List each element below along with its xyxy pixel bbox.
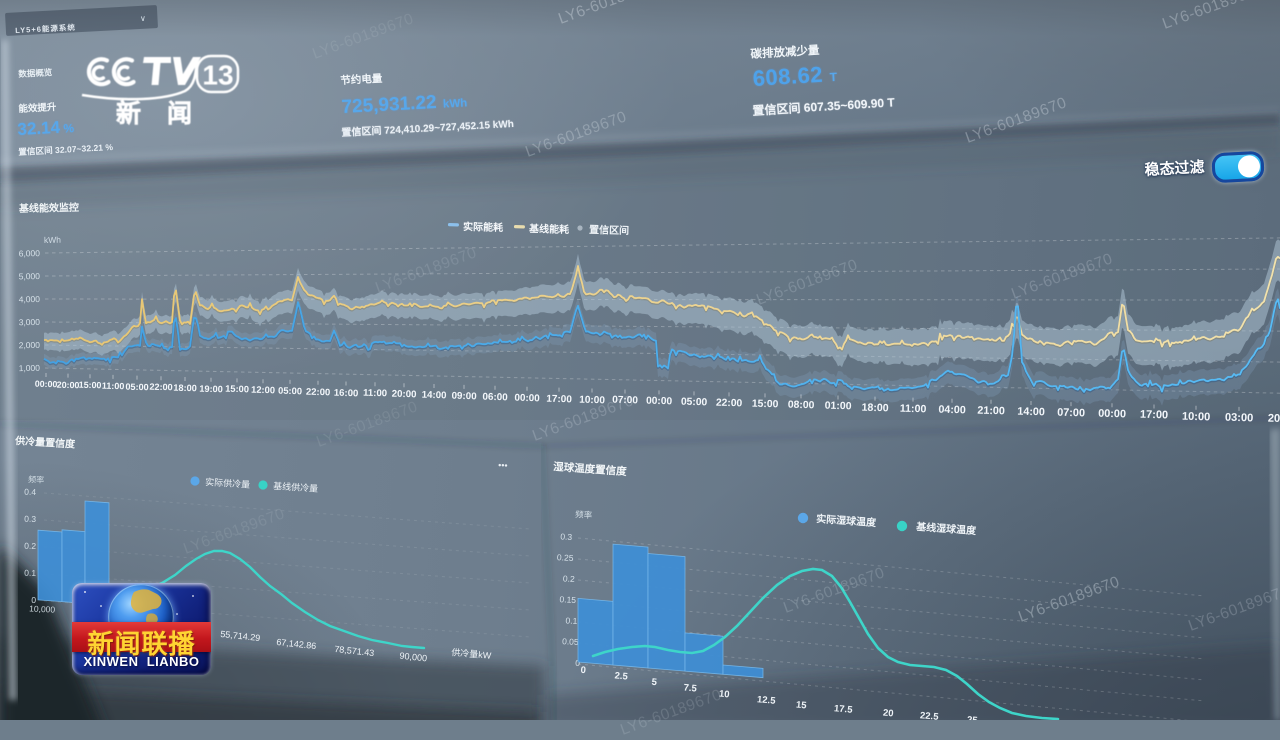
svg-text:10:00: 10:00 [579,395,605,407]
svg-text:25: 25 [966,715,978,720]
svg-text:67,142.86: 67,142.86 [276,637,317,651]
svg-text:17:00: 17:00 [546,394,572,406]
svg-text:闻: 闻 [167,100,192,128]
svg-text:0: 0 [580,665,586,676]
svg-text:10: 10 [718,689,729,701]
svg-text:19:00: 19:00 [199,384,223,395]
svg-text:20: 20 [882,708,893,720]
svg-text:13: 13 [202,60,233,91]
svg-text:新: 新 [116,99,141,128]
svg-text:0.1: 0.1 [565,615,578,626]
svg-text:2,000: 2,000 [19,340,41,350]
svg-text:10:00: 10:00 [1182,411,1211,424]
svg-text:0: 0 [31,595,36,605]
svg-text:0.15: 0.15 [559,594,576,605]
svg-text:20:00: 20:00 [57,380,80,391]
svg-text:08:00: 08:00 [788,400,815,412]
svg-text:18:00: 18:00 [173,383,197,394]
svg-text:基线供冷量: 基线供冷量 [273,480,319,494]
svg-text:2.5: 2.5 [614,670,629,682]
svg-text:湿球温度置信度: 湿球温度置信度 [553,460,628,478]
svg-text:18:00: 18:00 [861,402,889,415]
svg-text:00:00: 00:00 [646,396,673,408]
svg-text:15: 15 [795,700,807,712]
svg-text:基线能耗: 基线能耗 [528,222,569,236]
svg-text:kWh: kWh [44,235,61,245]
svg-text:06:00: 06:00 [482,392,508,404]
svg-text:14:00: 14:00 [422,390,447,402]
svg-text:78,571.43: 78,571.43 [334,644,375,658]
svg-text:14:00: 14:00 [1017,406,1045,419]
svg-text:01:00: 01:00 [824,400,851,413]
svg-text:00:00: 00:00 [35,379,58,390]
svg-text:基线能效监控: 基线能效监控 [18,201,79,215]
svg-text:22:00: 22:00 [716,398,743,410]
svg-text:0.3: 0.3 [24,514,36,524]
svg-text:04:00: 04:00 [938,404,966,417]
svg-text:实际湿球温度: 实际湿球温度 [816,512,878,529]
svg-text:15:00: 15:00 [79,380,102,391]
svg-text:07:00: 07:00 [1057,407,1085,420]
svg-text:7.5: 7.5 [683,682,698,694]
svg-text:供冷量置信度: 供冷量置信度 [14,434,77,451]
svg-text:频率: 频率 [28,474,45,485]
svg-text:5,000: 5,000 [19,271,41,281]
svg-text:0.05: 0.05 [562,636,579,647]
svg-text:5: 5 [651,677,658,688]
svg-text:90,000: 90,000 [399,651,427,664]
svg-text:0.2: 0.2 [563,573,576,584]
svg-text:10,000: 10,000 [29,603,56,614]
svg-text:11:00: 11:00 [102,381,125,392]
svg-text:03:00: 03:00 [1225,412,1254,425]
svg-text:供冷量kW: 供冷量kW [451,646,492,660]
svg-text:22.5: 22.5 [920,710,940,720]
svg-text:12.5: 12.5 [757,694,777,707]
svg-text:11:00: 11:00 [363,388,387,400]
svg-text:6,000: 6,000 [19,248,41,258]
svg-text:16:00: 16:00 [334,388,359,400]
svg-text:•••: ••• [498,460,508,470]
svg-text:20:00: 20:00 [392,389,417,401]
svg-text:20:00: 20:00 [1268,413,1280,426]
svg-text:00:00: 00:00 [514,393,540,405]
svg-text:17:00: 17:00 [1140,409,1168,422]
svg-text:05:00: 05:00 [125,382,149,393]
svg-text:00:00: 00:00 [1098,408,1126,421]
svg-text:0.1: 0.1 [24,568,36,578]
svg-text:0.25: 0.25 [557,552,574,563]
svg-text:11:00: 11:00 [900,403,927,416]
svg-text:55,714.29: 55,714.29 [220,629,261,643]
svg-text:0.4: 0.4 [24,487,36,497]
svg-text:17.5: 17.5 [834,703,854,716]
svg-text:0.2: 0.2 [24,541,36,551]
svg-text:实际供冷量: 实际供冷量 [205,476,251,490]
svg-text:07:00: 07:00 [612,395,638,407]
svg-text:05:00: 05:00 [681,397,708,409]
svg-text:22:00: 22:00 [306,387,331,399]
svg-text:基线湿球温度: 基线湿球温度 [915,520,978,537]
svg-text:0.3: 0.3 [560,531,573,542]
svg-text:实际能耗: 实际能耗 [463,220,503,234]
svg-text:1,000: 1,000 [19,363,41,373]
svg-text:05:00: 05:00 [278,385,302,397]
svg-text:22:00: 22:00 [149,382,173,393]
svg-text:15:00: 15:00 [752,399,779,411]
svg-text:0: 0 [575,658,581,668]
svg-text:频率: 频率 [575,509,593,520]
svg-text:4,000: 4,000 [19,294,41,304]
svg-text:09:00: 09:00 [451,391,477,403]
svg-text:12:00: 12:00 [251,384,275,396]
svg-text:置信区间: 置信区间 [589,223,629,237]
svg-text:15:00: 15:00 [225,384,249,395]
svg-text:21:00: 21:00 [977,405,1005,418]
svg-text:3,000: 3,000 [19,317,41,327]
